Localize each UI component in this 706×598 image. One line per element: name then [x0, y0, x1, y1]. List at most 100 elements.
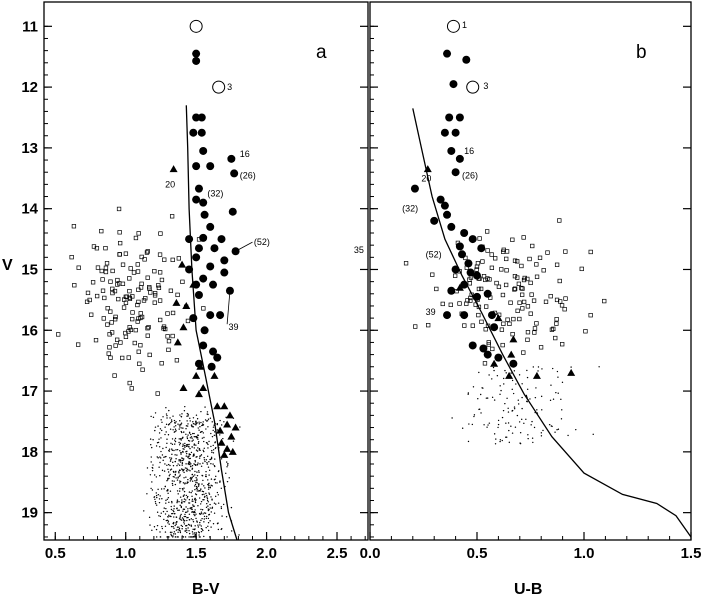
panel-b-field-square: [504, 268, 509, 273]
panel-b-field-dot: [510, 425, 512, 427]
panel-a-field-square: [101, 316, 106, 321]
panel-a-field-dot: [171, 512, 173, 515]
panel-a-field-dot: [201, 517, 203, 520]
panel-a-field-dot: [207, 501, 210, 503]
panel-a-field-square: [145, 275, 150, 280]
panel-a-field-dot: [185, 445, 188, 448]
panel-a-field-dot: [186, 445, 189, 447]
panel-b-field-dot: [523, 422, 525, 425]
panel-a-field-dot: [200, 421, 202, 424]
panel-b-field-square: [529, 292, 534, 297]
panel-a-field-dot: [192, 528, 194, 530]
panel-a-field-square: [169, 214, 175, 219]
panel-b-field-square: [493, 256, 498, 261]
panel-a-field-dot: [164, 456, 166, 458]
panel-a-field-dot: [225, 472, 227, 475]
panel-a-field-dot: [174, 440, 177, 443]
panel-b-field-square: [530, 243, 535, 249]
panel-a-field-dot: [193, 436, 195, 438]
panel-a-field-dot: [207, 418, 210, 420]
panel-a-field-dot: [189, 447, 191, 450]
panel-b-field-dot: [513, 408, 516, 410]
panel-a-field-dot: [178, 509, 180, 511]
panel-b-field-dot: [542, 429, 544, 432]
panel-a-field-dot: [169, 490, 172, 492]
panel-a-field-dot: [151, 529, 153, 532]
panel-a-field-dot: [226, 461, 228, 463]
panel-b-field-dot: [561, 381, 564, 384]
panel-a-field-dot: [189, 480, 191, 482]
panel-a-field-dot: [172, 429, 174, 431]
panel-a-field-dot: [159, 456, 161, 458]
panel-a-field-dot: [159, 475, 161, 477]
panel-b-field-dot: [517, 403, 520, 405]
panel-b-field-square: [583, 329, 588, 334]
panel-a-field-dot: [195, 481, 197, 484]
panel-a-field-dot: [186, 467, 188, 470]
panel-b-field-dot: [503, 383, 505, 385]
panel-a-field-dot: [171, 449, 174, 451]
panel-b-field-square: [483, 277, 488, 283]
panel-b-star-id-label: 1: [462, 20, 467, 30]
panel-b-member-circle: [455, 113, 464, 122]
panel-a-field-dot: [183, 500, 185, 503]
panel-a-field-dot: [169, 417, 171, 419]
panel-b-field-dot: [556, 429, 558, 431]
panel-a-field-dot: [196, 474, 199, 477]
panel-b-field-dot: [487, 424, 489, 426]
panel-a-field-dot: [192, 475, 195, 477]
panel-a-field-dot: [187, 443, 189, 446]
panel-b-field-dot: [507, 407, 509, 410]
panel-b-field-square: [562, 307, 567, 312]
panel-b-field-square: [543, 299, 549, 304]
panel-a-field-square: [138, 343, 143, 348]
panel-a-field-dot: [151, 489, 154, 491]
panel-a-field-dot: [182, 536, 185, 538]
panel-a-field-dot: [188, 536, 190, 538]
panel-a-field-dot: [210, 511, 212, 513]
panel-a-member-circle: [228, 207, 237, 216]
panel-a-field-dot: [174, 454, 176, 456]
panel-b-field-dot: [477, 398, 479, 400]
panel-a-field-dot: [155, 502, 157, 505]
panel-a-field-dot: [215, 475, 217, 478]
panel-a-field-dot: [205, 475, 207, 478]
panel-a-member-circle: [192, 49, 201, 58]
panel-a-field-dot: [173, 449, 175, 452]
panel-b-field-square: [545, 250, 550, 255]
panel-a-field-dot: [164, 463, 166, 465]
panel-a-field-dot: [198, 457, 201, 459]
panel-a-member-circle: [192, 56, 201, 65]
panel-a-field-dot: [187, 516, 189, 519]
panel-b-field-dot: [532, 441, 534, 444]
panel-a-field-dot: [157, 425, 159, 427]
panel-b-field-dot: [505, 372, 507, 374]
panel-a-field-dot: [171, 438, 174, 440]
panel-a-field-dot: [232, 440, 235, 442]
panel-a-field-dot: [220, 458, 223, 460]
panel-b-member-circle: [445, 113, 454, 122]
panel-a-field-dot: [159, 531, 161, 533]
panel-a-field-dot: [205, 492, 207, 495]
panel-b-field-square: [477, 236, 482, 241]
panel-a-field-dot: [172, 509, 174, 512]
panel-a-field-dot: [190, 424, 193, 426]
panel-a-field-dot: [179, 487, 181, 490]
panel-a-field-dot: [149, 524, 151, 526]
panel-a-field-dot: [216, 491, 219, 494]
panel-a-field-dot: [170, 525, 173, 528]
panel-a-field-dot: [178, 471, 180, 473]
panel-a-member-circle: [199, 198, 208, 207]
panel-a-field-square: [87, 297, 92, 303]
panel-a-field-dot: [177, 531, 179, 533]
panel-a-field-dot: [199, 425, 201, 428]
panel-b-member-triangle: [507, 350, 516, 358]
panel-a-field-dot: [197, 442, 200, 445]
panel-b-field-dot: [526, 388, 529, 390]
panel-a-field-dot: [183, 521, 185, 523]
panel-a-field-dot: [175, 477, 177, 479]
panel-a-field-dot: [167, 468, 169, 471]
panel-b-field-dot: [554, 431, 556, 433]
panel-a-field-dot: [206, 502, 208, 505]
panel-a-member-circle: [216, 311, 225, 320]
